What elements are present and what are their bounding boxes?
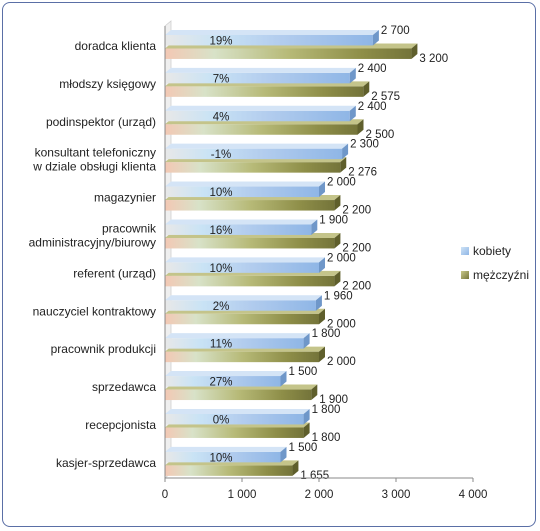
category-label: nauczyciel kontraktowy: [33, 304, 156, 318]
legend-label-mezczyzni: mężczyźni: [473, 268, 529, 282]
pay-gap-label: -1%: [211, 149, 231, 161]
pay-gap-label: 19%: [209, 35, 232, 47]
category-label: sprzedawca: [92, 380, 156, 394]
legend-label-kobiety: kobiety: [473, 244, 511, 258]
value-label-kobiety: 2 300: [350, 139, 379, 151]
pay-gap-label: 10%: [209, 263, 232, 275]
pay-gap-label: 10%: [209, 452, 232, 464]
category-label: doradca klienta: [75, 39, 157, 53]
value-label-mezczyzni: 1 900: [319, 394, 348, 406]
value-label-mezczyzni: 1 800: [312, 432, 341, 444]
value-label-kobiety: 2 400: [358, 101, 387, 113]
category-label: młodszy księgowy: [59, 77, 156, 91]
category-label: recepcjonista: [85, 418, 156, 432]
pay-gap-label: 27%: [209, 377, 232, 389]
x-tick-label: 1 000: [228, 489, 257, 501]
legend: kobiety mężczyźni: [461, 244, 529, 282]
bar-mezczyzni-9: [165, 384, 318, 401]
bar-kobiety-5: [165, 219, 318, 235]
bar-mezczyzni-6: [165, 270, 341, 287]
bar-mezczyzni-1: [165, 81, 370, 97]
value-label-kobiety: 1 800: [312, 328, 341, 340]
category-label: kasjer-sprzedawca: [56, 456, 156, 470]
bar-kobiety-11: [165, 446, 287, 463]
value-label-mezczyzni: 2 200: [342, 280, 371, 292]
bar-kobiety-2: [165, 105, 356, 122]
value-label-kobiety: 1 960: [324, 290, 353, 302]
value-label-kobiety: 2 400: [358, 63, 387, 75]
category-label: podinspektor (urząd): [46, 115, 156, 129]
pay-gap-label: 11%: [210, 339, 232, 351]
value-label-kobiety: 1 800: [312, 404, 341, 416]
bar-kobiety-4: [165, 181, 325, 198]
bar-mezczyzni-7: [165, 308, 325, 325]
value-label-mezczyzni: 1 655: [300, 470, 329, 482]
value-label-kobiety: 2 000: [327, 252, 356, 264]
value-label-kobiety: 2 700: [381, 25, 410, 37]
bar-mezczyzni-2: [165, 119, 364, 135]
bar-kobiety-9: [165, 371, 287, 387]
bar-mezczyzni-0: [165, 43, 418, 59]
x-tick-label: 0: [162, 489, 168, 501]
pay-gap-label: 16%: [209, 225, 232, 237]
category-label: magazynier: [94, 191, 156, 205]
bar-kobiety-10: [165, 408, 310, 425]
value-label-kobiety: 2 000: [327, 177, 356, 189]
bar-mezczyzni-4: [165, 195, 341, 211]
value-label-mezczyzni: 2 000: [327, 356, 356, 368]
bar-kobiety-3: [165, 143, 349, 160]
value-label-mezczyzni: 2 200: [342, 242, 371, 254]
category-label: pracownik produkcji: [51, 342, 156, 356]
value-label-mezczyzni: 2 000: [327, 318, 356, 330]
value-label-mezczyzni: 2 500: [366, 129, 395, 141]
pay-gap-label: 0%: [213, 414, 230, 426]
bar-kobiety-6: [165, 257, 325, 273]
bar-mezczyzni-3: [165, 157, 347, 173]
category-label: pracownik administracyjny/biurowy: [29, 221, 157, 249]
value-label-kobiety: 1 500: [289, 366, 318, 378]
value-label-mezczyzni: 2 200: [342, 205, 371, 217]
value-label-mezczyzni: 2 276: [348, 167, 377, 179]
pay-gap-label: 10%: [209, 187, 232, 199]
pay-gap-label: 4%: [213, 111, 230, 123]
value-label-kobiety: 1 500: [289, 442, 318, 454]
pay-gap-label: 7%: [213, 73, 230, 85]
bar-mezczyzni-5: [165, 232, 341, 249]
bar-kobiety-1: [165, 67, 356, 84]
bar-mezczyzni-8: [165, 346, 325, 363]
value-label-kobiety: 1 900: [319, 214, 348, 226]
legend-swatch-mezczyzni: [461, 271, 469, 279]
x-tick-label: 3 000: [382, 489, 411, 501]
bar-kobiety-0: [165, 29, 379, 46]
bar-kobiety-8: [165, 333, 310, 349]
category-label: referent (urząd): [73, 266, 156, 280]
x-tick-label: 4 000: [459, 489, 488, 501]
category-label: konsultant telefoniczny w dziale obsługi …: [32, 146, 156, 174]
bar-mezczyzni-10: [165, 422, 310, 438]
value-label-mezczyzni: 2 575: [371, 91, 400, 103]
value-label-mezczyzni: 3 200: [419, 53, 448, 65]
legend-swatch-kobiety: [461, 247, 469, 255]
bar-kobiety-7: [165, 295, 322, 311]
x-tick-label: 2 000: [305, 489, 334, 501]
pay-gap-label: 2%: [213, 301, 230, 313]
